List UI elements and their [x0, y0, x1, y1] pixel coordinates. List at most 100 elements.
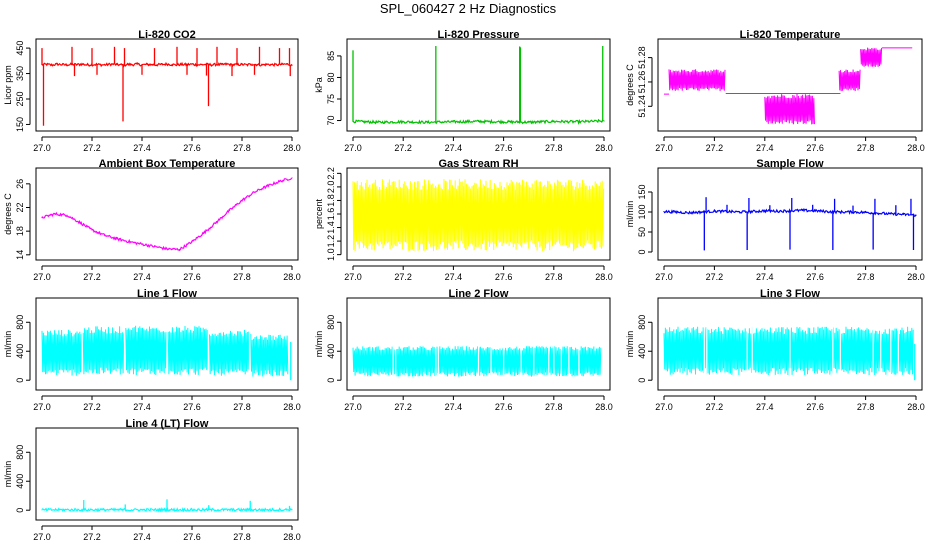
data-point — [739, 211, 741, 213]
y-tick-label: 0 — [637, 249, 647, 254]
data-point — [814, 210, 816, 212]
chart-panel: Line 3 Flow ml/min 27.0 27.2 27.4 27.6 27.8 28.… — [625, 288, 925, 412]
y-tick-label: 100 — [637, 204, 647, 219]
y-tick-label: 0 — [326, 378, 336, 383]
series-group — [352, 46, 605, 125]
y-tick-label: 51.26 — [637, 71, 647, 94]
data-point — [266, 185, 268, 187]
data-point — [226, 63, 228, 65]
data-point — [839, 211, 842, 213]
data-point — [701, 211, 703, 213]
y-axis-label: ml/min — [625, 331, 635, 358]
plot-frame — [657, 167, 923, 261]
x-tick-label: 27.2 — [83, 402, 101, 412]
x-tick-label: 27.2 — [83, 143, 101, 153]
data-point — [276, 64, 278, 66]
x-tick-label: 27.2 — [394, 143, 412, 153]
data-point — [66, 64, 68, 66]
y-tick-label: 0 — [15, 378, 25, 383]
data-point — [402, 121, 404, 123]
y-axis-label: Licor ppm — [3, 65, 13, 105]
y-tick-label: 51.28 — [637, 46, 647, 69]
y-tick-label: 800 — [15, 445, 25, 460]
x-tick-label: 27.2 — [83, 272, 101, 282]
y-axis-label: degrees C — [3, 193, 13, 235]
chart-panel: Line 2 Flow ml/min 27.0 27.2 27.4 27.6 27.8 28.… — [314, 288, 613, 412]
data-point — [663, 211, 665, 213]
chart-title: Line 4 (LT) Flow — [126, 418, 209, 430]
x-tick-label: 27.4 — [133, 272, 151, 282]
data-point — [181, 63, 183, 65]
x-tick-label: 27.4 — [133, 532, 151, 540]
data-line — [352, 118, 604, 125]
data-band — [41, 329, 83, 376]
data-point — [191, 63, 193, 65]
data-point — [61, 64, 63, 66]
data-point — [41, 509, 43, 511]
x-tick-label: 28.0 — [907, 143, 925, 153]
plot-frame — [35, 38, 299, 132]
chart-panel: Line 4 (LT) Flow ml/min 27.0 27.2 27.4 27.6 27… — [3, 418, 301, 540]
y-tick-label: 0 — [15, 508, 25, 513]
data-point — [131, 64, 133, 66]
y-tick-label: 250 — [15, 91, 25, 106]
y-tick-label: 1.6 — [326, 208, 336, 221]
y-tick-label: 400 — [326, 344, 336, 359]
x-tick-label: 27.8 — [857, 272, 875, 282]
x-tick-label: 27.4 — [445, 143, 463, 153]
data-point — [865, 211, 867, 213]
data-point — [191, 241, 193, 243]
x-tick-label: 27.6 — [806, 402, 824, 412]
series-group — [352, 178, 605, 252]
y-axis-label: ml/min — [625, 201, 635, 228]
x-tick-label: 27.6 — [806, 272, 824, 282]
data-point — [208, 64, 211, 66]
x-tick-label: 27.8 — [545, 402, 563, 412]
plot-frame — [657, 297, 923, 391]
data-point — [56, 63, 58, 65]
x-tick-label: 27.2 — [394, 272, 412, 282]
data-line — [41, 177, 293, 252]
chart-title: Li-820 Pressure — [438, 29, 520, 41]
y-tick-label: 800 — [326, 315, 336, 330]
data-band — [352, 346, 602, 377]
data-point — [81, 63, 83, 65]
y-axis-label: ml/min — [314, 331, 324, 358]
data-point — [776, 210, 779, 212]
x-tick-label: 27.6 — [183, 143, 201, 153]
x-tick-label: 27.0 — [655, 143, 673, 153]
y-tick-label: 75 — [326, 94, 336, 104]
x-tick-label: 27.8 — [233, 143, 251, 153]
data-band — [209, 329, 250, 376]
y-tick-label: 18 — [15, 226, 25, 236]
plot-frame — [35, 297, 299, 391]
data-point — [241, 63, 243, 65]
chart-panel: Li-820 CO2 Licor ppm 27.0 27.2 27.4 27.6 27.8 2… — [3, 29, 301, 153]
chart-title: Li-820 CO2 — [138, 29, 195, 41]
y-tick-label: 50 — [637, 227, 647, 237]
data-point — [161, 63, 163, 65]
data-band — [860, 47, 883, 67]
data-point — [291, 64, 293, 66]
data-point — [151, 64, 153, 66]
x-tick-label: 27.8 — [233, 532, 251, 540]
y-tick-label: 800 — [15, 315, 25, 330]
x-tick-label: 27.0 — [655, 272, 673, 282]
y-tick-label: 1.2 — [326, 235, 336, 248]
x-tick-label: 28.0 — [283, 272, 301, 282]
plot-frame — [346, 297, 611, 391]
y-tick-label: 0 — [637, 378, 647, 383]
figure-title: SPL_060427 2 Hz Diagnostics — [379, 1, 557, 16]
x-tick-label: 27.8 — [545, 272, 563, 282]
y-tick-label: 2.0 — [326, 181, 336, 194]
x-tick-label: 27.2 — [706, 402, 724, 412]
x-tick-label: 28.0 — [283, 532, 301, 540]
data-point — [764, 210, 766, 212]
chart-panel: Line 1 Flow ml/min 27.0 27.2 27.4 27.6 27.8 28.… — [3, 288, 301, 412]
series-group — [663, 197, 917, 251]
x-tick-label: 27.0 — [33, 143, 51, 153]
data-point — [528, 121, 530, 123]
data-point — [751, 211, 753, 213]
data-point — [676, 211, 678, 213]
x-tick-label: 27.2 — [706, 143, 724, 153]
